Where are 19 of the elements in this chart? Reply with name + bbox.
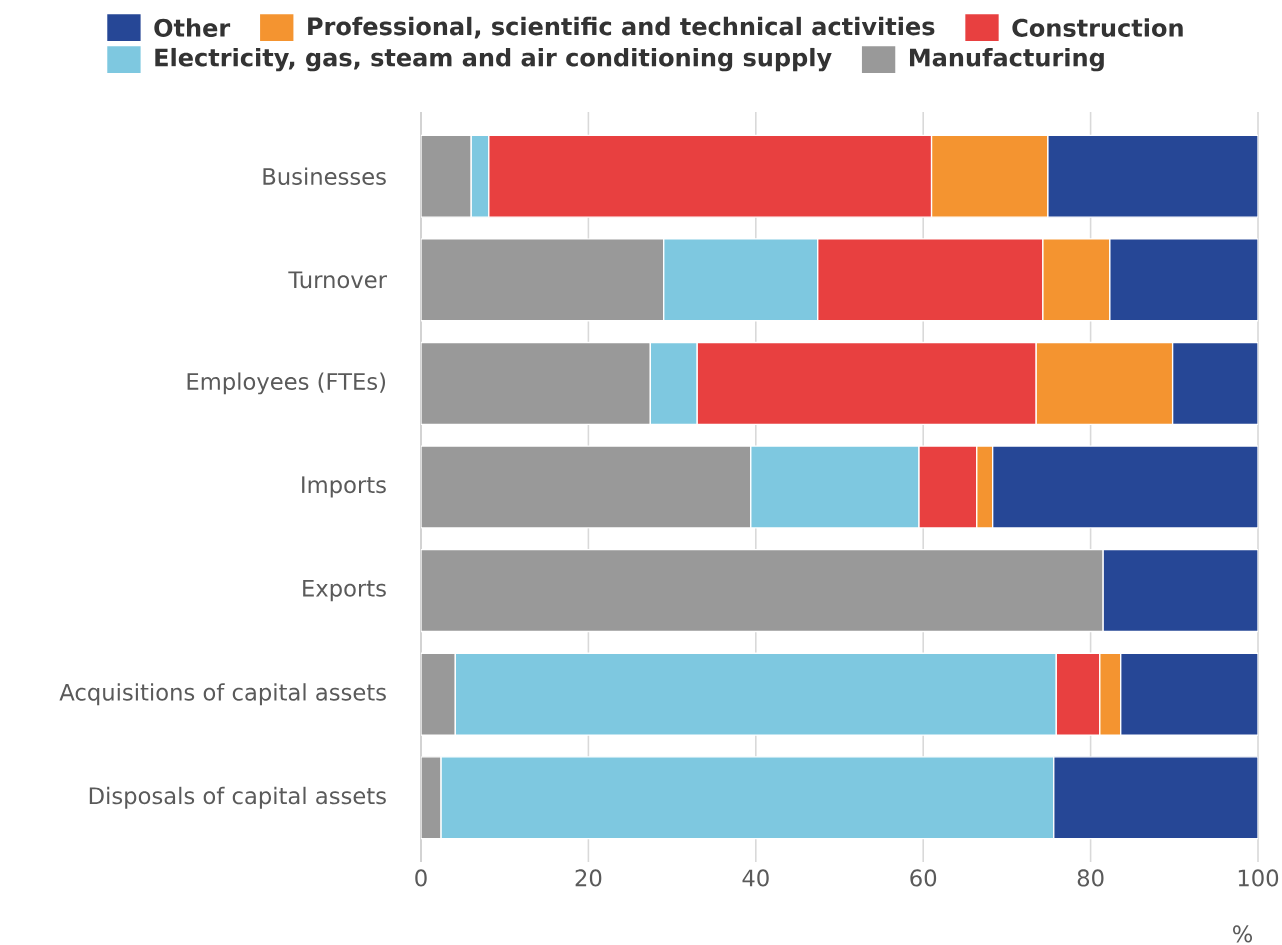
y-tick-label: Disposals of capital assets: [89, 786, 386, 809]
y-tick-label: Exports: [303, 579, 386, 602]
y-tick-label: Turnover: [288, 271, 387, 289]
legend-label: Other: [154, 18, 231, 37]
y-tick-label: Employees (FTEs): [187, 372, 386, 395]
y-tick-label: Businesses: [263, 167, 386, 185]
legend-label: Manufacturing: [909, 47, 1104, 72]
x-tick-label: 40: [742, 869, 769, 887]
x-tick-label: 60: [910, 869, 937, 887]
legend-label: Professional, scientific and technical activities: [308, 16, 935, 39]
y-tick-label: Acquisitions of capital assets: [59, 683, 386, 706]
legend-label: Electricity, gas, steam and air conditioning supply: [155, 47, 832, 72]
x-tick-label: 80: [1077, 869, 1104, 887]
legend-label: Construction: [1012, 18, 1183, 37]
x-tick-label: 20: [575, 869, 602, 887]
x-axis-title: %: [1233, 925, 1253, 943]
x-tick-label: 0: [415, 869, 427, 887]
x-tick-label: 100: [1238, 869, 1279, 887]
y-tick-label: Imports: [302, 476, 386, 498]
